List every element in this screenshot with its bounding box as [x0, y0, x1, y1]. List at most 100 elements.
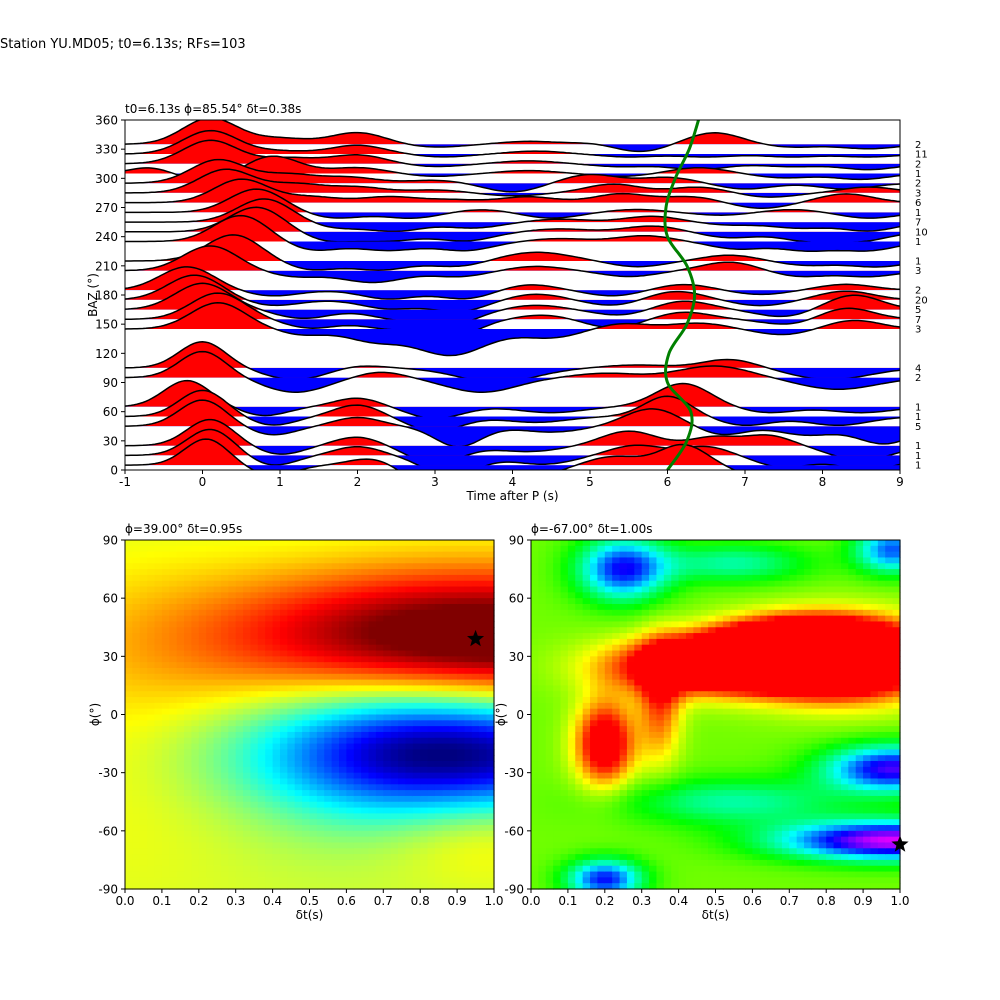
trace-line [125, 418, 900, 464]
trace-line [125, 198, 900, 233]
y-tick-label: -60 [98, 824, 118, 838]
trace-count-label: 6 [915, 198, 921, 209]
trace-line [125, 188, 900, 219]
x-tick-label: 0.1 [152, 894, 171, 908]
y-tick-label: 0 [110, 464, 118, 478]
y-tick-label: 90 [509, 534, 524, 548]
trace-line [125, 245, 900, 284]
trace-positive-fill [125, 169, 900, 193]
x-tick-label: 0 [199, 475, 207, 489]
y-tick-label: 360 [95, 114, 118, 128]
trace-negative-fill [125, 212, 900, 219]
trace-positive-fill [125, 199, 900, 223]
x-tick-label: 0.8 [411, 894, 430, 908]
y-tick-label: 30 [103, 434, 118, 448]
map-title: ϕ=39.00° δt=0.95s [125, 522, 242, 536]
y-tick-label: -30 [98, 766, 118, 780]
trace-negative-fill [125, 426, 900, 447]
trace-positive-fill [125, 189, 900, 213]
trace-negative-fill [125, 329, 900, 356]
y-tick-label: -90 [98, 883, 118, 897]
x-tick-label: -1 [119, 475, 131, 489]
x-tick-label: 0.7 [780, 894, 799, 908]
y-axis-label: ϕ(°) [88, 703, 102, 726]
trace-count-label: 1 [915, 237, 921, 248]
trace-count-label: 1 [915, 461, 921, 472]
x-tick-label: 9 [896, 475, 904, 489]
y-tick-label: 60 [509, 592, 524, 606]
trace-count-label: 1 [915, 256, 921, 267]
trace-count-label: 10 [915, 227, 928, 238]
trace-negative-fill [125, 202, 900, 209]
trace-count-label: 2 [915, 373, 921, 384]
trace-count-label: 7 [915, 218, 921, 229]
x-tick-label: 5 [586, 475, 594, 489]
x-tick-label: 1 [276, 475, 284, 489]
trace-negative-fill [125, 192, 900, 198]
y-tick-label: 90 [103, 376, 118, 390]
x-tick-label: 0.9 [854, 894, 873, 908]
x-tick-label: 4 [509, 475, 517, 489]
x-tick-label: 0.4 [263, 894, 282, 908]
trace-negative-fill [173, 173, 900, 182]
x-tick-label: 0.6 [743, 894, 762, 908]
trace-count-label: 3 [915, 325, 921, 336]
x-tick-label: 0.0 [115, 894, 134, 908]
trace-positive-fill [125, 207, 691, 232]
y-tick-label: 300 [95, 172, 118, 186]
trace-positive-fill [125, 351, 773, 378]
trace-negative-fill [125, 260, 900, 271]
trace-line [125, 206, 900, 244]
x-tick-label: 0.8 [817, 894, 836, 908]
x-tick-label: 0.2 [189, 894, 208, 908]
y-tick-label: 30 [509, 650, 524, 664]
x-tick-label: 0.6 [337, 894, 356, 908]
y-tick-label: 0 [516, 708, 524, 722]
y-tick-label: 150 [95, 318, 118, 332]
trace-count-label: 2 [915, 179, 921, 190]
trace-line [125, 129, 900, 158]
trace-line [125, 178, 900, 209]
trace-negative-fill [125, 367, 900, 383]
trace-line [125, 158, 900, 193]
trace-negative-fill [125, 445, 900, 464]
trace-count-label: 3 [915, 266, 921, 277]
y-tick-label: 0 [110, 708, 118, 722]
pick-curve [663, 120, 700, 470]
x-axis-label: δt(s) [702, 908, 730, 922]
trace-count-label: 7 [915, 315, 921, 326]
x-tick-label: 6 [664, 475, 672, 489]
plot-title: t0=6.13s ϕ=85.54° δt=0.38s [125, 102, 301, 116]
trace-count-label: 5 [915, 305, 921, 316]
x-tick-label: 1.0 [890, 894, 909, 908]
misfit-map-left: 0.0 0.1 0.2 0.3 0.4 0.5 0.6 0.7 0.8 0.9 1.0 -90 -60 -… [88, 522, 504, 922]
trace-line [125, 155, 900, 182]
trace-line [125, 266, 900, 300]
x-tick-label: 8 [819, 475, 827, 489]
trace-negative-fill [260, 309, 812, 326]
trace-negative-fill [125, 416, 900, 432]
misfit-map-right: 0.0 0.1 0.2 0.3 0.4 0.5 0.6 0.7 0.8 0.9 1.0 -90 -60 -… [494, 522, 910, 922]
y-tick-label: 30 [103, 650, 118, 664]
trace-positive-fill [125, 130, 583, 155]
x-tick-label: 0.7 [374, 894, 393, 908]
y-tick-label: 60 [103, 592, 118, 606]
trace-line [125, 302, 900, 357]
trace-line [125, 274, 900, 313]
trace-positive-fill [125, 419, 900, 446]
trace-line [125, 234, 900, 271]
trace-count-label: 2 [915, 286, 921, 297]
trace-count-label: 1 [915, 208, 921, 219]
trace-line [125, 350, 900, 393]
y-tick-label: 210 [95, 259, 118, 273]
y-tick-label: 240 [95, 230, 118, 244]
x-tick-label: 0.3 [632, 894, 651, 908]
trace-positive-fill [125, 156, 900, 174]
trace-count-label: 1 [915, 402, 921, 413]
y-axis-label: BAZ (°) [86, 273, 100, 317]
y-tick-label: 90 [103, 534, 118, 548]
trace-line [125, 292, 900, 339]
x-tick-label: 0.5 [706, 894, 725, 908]
trace-line [125, 120, 900, 153]
trace-negative-fill [125, 241, 900, 252]
